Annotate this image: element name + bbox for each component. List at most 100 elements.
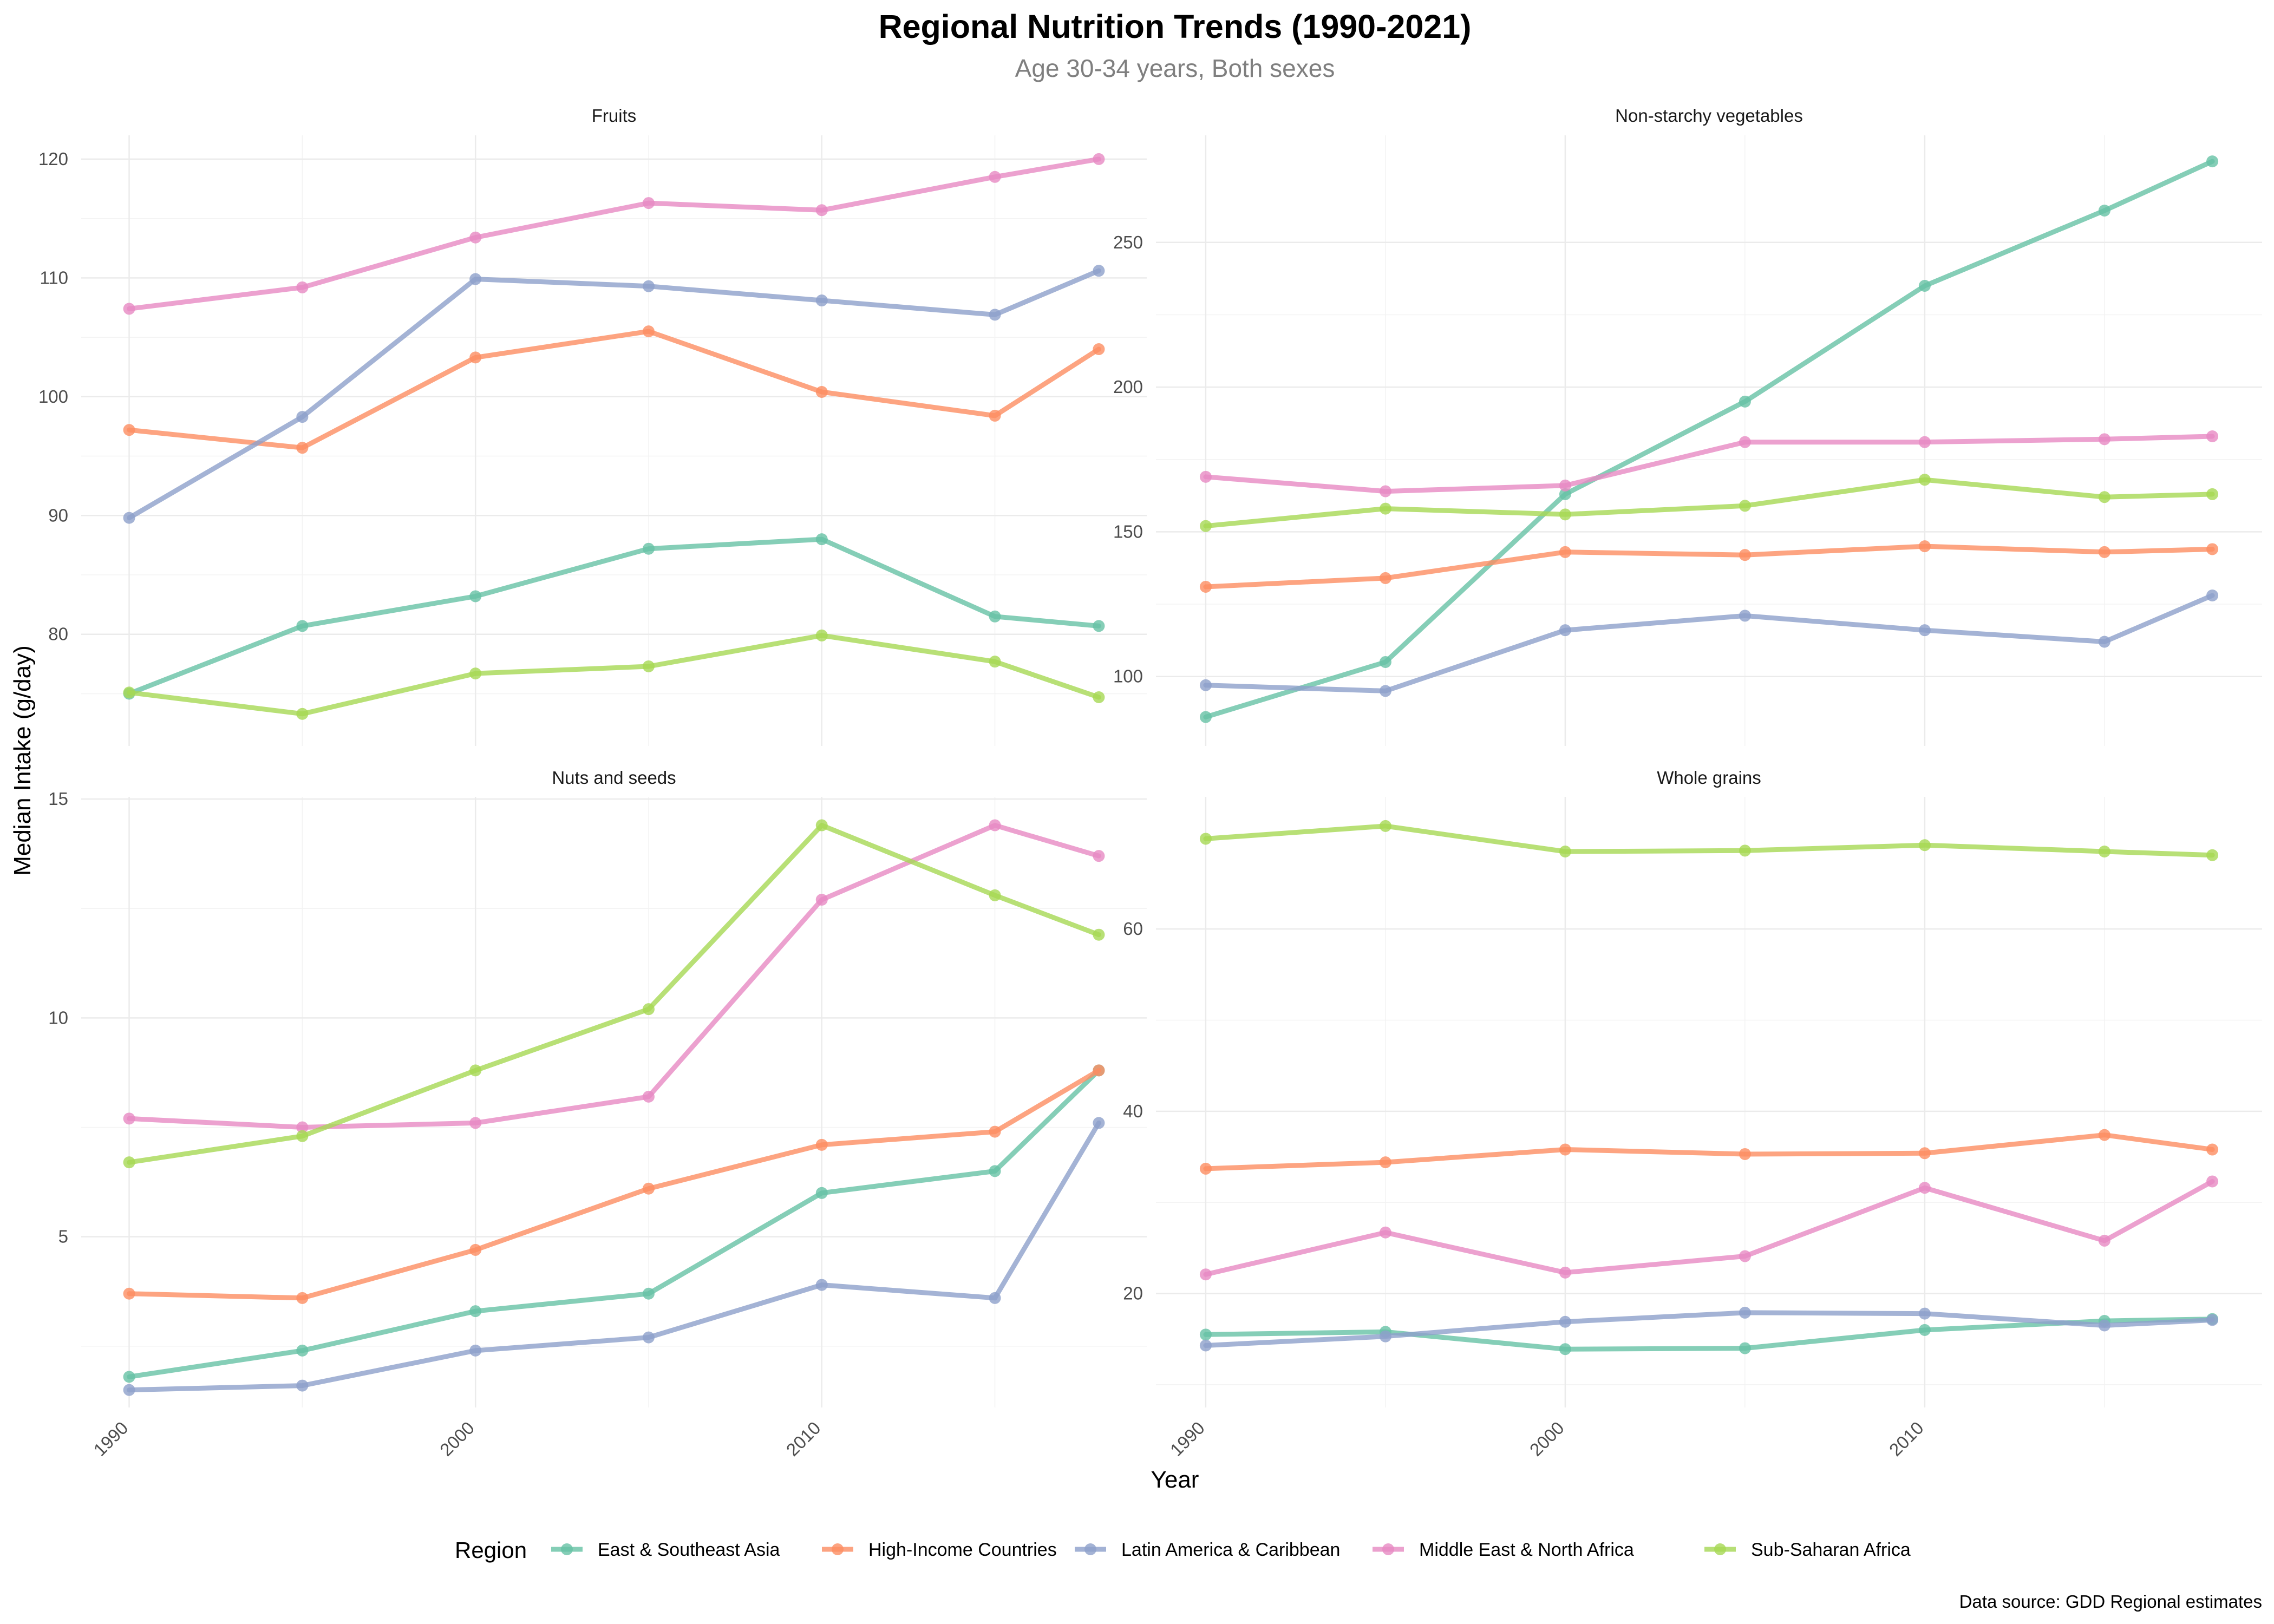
- series-middle-east-and-north-africa: [1199, 430, 2219, 497]
- data-point: [815, 386, 828, 398]
- data-point: [1739, 844, 1751, 857]
- series-latin-america-and-caribbean: [123, 265, 1105, 524]
- chart-title: Regional Nutrition Trends (1990-2021): [879, 8, 1472, 45]
- data-point: [1559, 1315, 1571, 1328]
- data-point: [1199, 711, 1212, 723]
- data-point: [1199, 1328, 1212, 1341]
- series-line: [127, 823, 1101, 1165]
- data-point: [469, 667, 482, 680]
- y-tick-label: 40: [1123, 1101, 1143, 1121]
- data-point: [1199, 1268, 1212, 1281]
- data-point: [642, 542, 655, 555]
- data-point: [2098, 636, 2110, 648]
- y-tick-label: 5: [58, 1227, 68, 1247]
- data-point: [1093, 265, 1105, 277]
- x-tick-label: 2000: [436, 1418, 478, 1460]
- data-point: [989, 309, 1001, 321]
- data-point: [1739, 549, 1751, 561]
- legend-label: Middle East & North Africa: [1419, 1540, 1634, 1560]
- series-latin-america-and-caribbean: [1199, 1306, 2219, 1352]
- data-point: [469, 590, 482, 603]
- data-point: [1918, 540, 1931, 553]
- data-point: [1559, 1143, 1571, 1156]
- legend-title: Region: [455, 1537, 527, 1563]
- data-point: [469, 273, 482, 285]
- legend-label: East & Southeast Asia: [598, 1540, 780, 1560]
- data-point: [123, 1112, 135, 1125]
- data-point: [296, 1379, 309, 1392]
- data-point: [1559, 479, 1571, 492]
- data-point: [1379, 1156, 1391, 1169]
- series-high-income-countries: [123, 325, 1105, 454]
- data-point: [1918, 436, 1931, 448]
- data-point: [989, 819, 1001, 831]
- data-point: [123, 303, 135, 315]
- panel-whole-grains: Whole grains 20 40 60 1990 2000 2010: [1123, 768, 2262, 1460]
- data-point: [642, 325, 655, 338]
- data-point: [2098, 1319, 2110, 1332]
- legend-item-middle-east-and-north-africa: Middle East & North Africa: [1373, 1540, 1634, 1560]
- series-line: [127, 1068, 1101, 1301]
- data-point: [1379, 656, 1391, 668]
- data-point: [2206, 543, 2219, 555]
- data-point: [469, 1117, 482, 1129]
- y-tick-label: 20: [1123, 1284, 1143, 1304]
- data-point: [296, 411, 309, 423]
- chart-subtitle: Age 30-34 years, Both sexes: [1015, 54, 1335, 82]
- data-point: [1559, 624, 1571, 637]
- facet-title: Non-starchy vegetables: [1615, 106, 1803, 126]
- data-point: [469, 231, 482, 244]
- data-point: [2206, 488, 2219, 500]
- data-point: [2206, 1314, 2219, 1326]
- series-line: [127, 1120, 1101, 1393]
- series-line: [1203, 1132, 2215, 1171]
- legend-item-high-income-countries: High-Income Countries: [822, 1540, 1057, 1560]
- legend-key-point: [832, 1543, 844, 1555]
- series-east-and-southeast-asia: [1199, 155, 2219, 723]
- data-point: [1918, 1147, 1931, 1160]
- series-middle-east-and-north-africa: [123, 153, 1105, 315]
- x-tick-label: 1990: [1166, 1418, 1208, 1460]
- legend: Region East & Southeast Asia High-Income …: [455, 1537, 1911, 1563]
- legend-key-point: [561, 1543, 573, 1555]
- data-point: [1559, 1343, 1571, 1355]
- data-point: [2206, 1143, 2219, 1156]
- data-point: [469, 1064, 482, 1077]
- legend-item-sub-saharan-africa: Sub-Saharan Africa: [1704, 1540, 1911, 1560]
- data-point: [123, 1371, 135, 1383]
- data-point: [815, 1187, 828, 1199]
- data-point: [815, 629, 828, 641]
- facet-title: Nuts and seeds: [552, 768, 676, 788]
- data-point: [642, 1003, 655, 1016]
- series-line: [127, 1068, 1101, 1379]
- data-point: [296, 442, 309, 454]
- series-middle-east-and-north-africa: [1199, 1175, 2219, 1281]
- series-east-and-southeast-asia: [123, 533, 1105, 700]
- data-point: [1199, 520, 1212, 532]
- data-point: [296, 281, 309, 293]
- data-point: [1559, 1266, 1571, 1279]
- y-tick-label: 90: [48, 505, 68, 525]
- y-tick-label: 120: [38, 149, 68, 169]
- legend-label: Latin America & Caribbean: [1121, 1540, 1340, 1560]
- data-point: [989, 1165, 1001, 1177]
- data-point: [2206, 1175, 2219, 1188]
- y-tick-label: 80: [48, 624, 68, 644]
- data-point: [2206, 590, 2219, 602]
- x-tick-label: 1990: [89, 1418, 132, 1460]
- data-point: [1559, 846, 1571, 858]
- data-point: [1199, 1339, 1212, 1352]
- data-point: [1199, 470, 1212, 483]
- data-point: [1739, 1148, 1751, 1160]
- y-tick-label: 15: [48, 789, 68, 809]
- series-east-and-southeast-asia: [123, 1064, 1105, 1383]
- legend-key-point: [1714, 1543, 1726, 1555]
- data-point: [642, 1090, 655, 1103]
- y-tick-label: 110: [40, 267, 68, 287]
- data-point: [296, 620, 309, 632]
- data-point: [815, 819, 828, 831]
- data-point: [1199, 1162, 1212, 1175]
- data-point: [642, 280, 655, 292]
- panel-fruits: Fruits 80 90 100 110 120: [38, 106, 1147, 746]
- series-line: [127, 823, 1101, 1130]
